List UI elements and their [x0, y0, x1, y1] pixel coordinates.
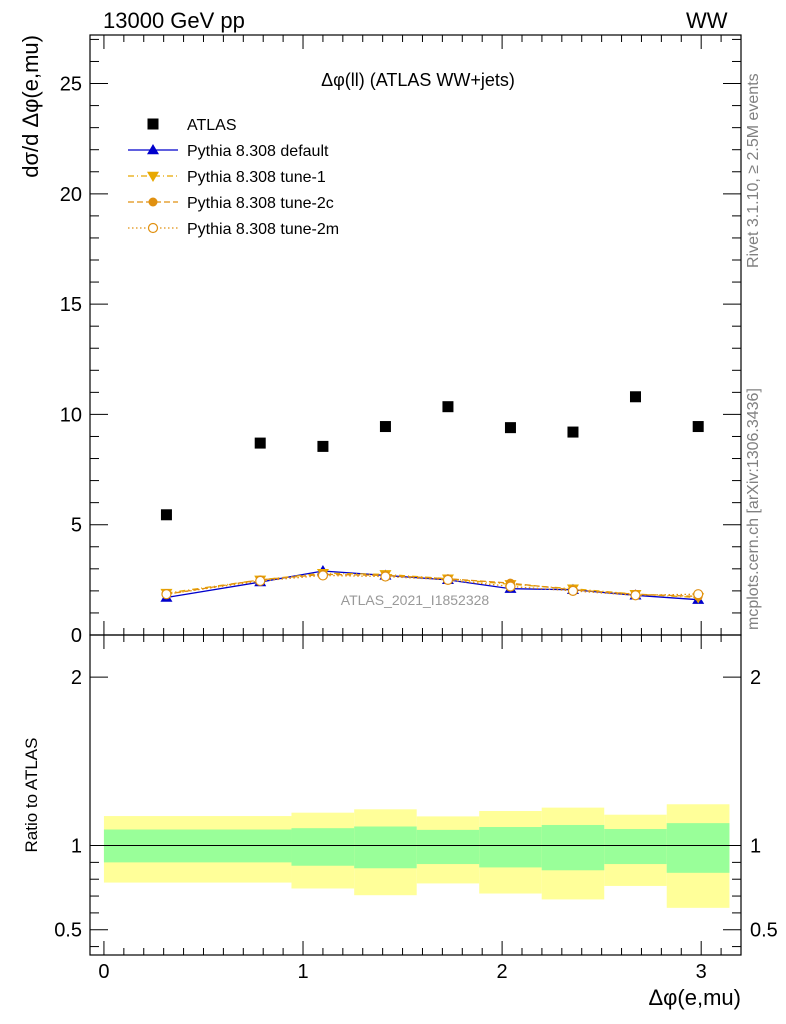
data-point — [254, 437, 266, 449]
uncertainty-band-inner — [666, 823, 730, 873]
uncertainty-band-inner — [604, 829, 667, 865]
x-tick-label: 1 — [297, 961, 308, 983]
ratio-y-tick-label-right: 0.5 — [750, 920, 778, 942]
legend-marker — [147, 118, 159, 130]
x-tick-label: 2 — [497, 961, 508, 983]
legend-marker — [147, 222, 159, 234]
ratio-y-tick-label-right: 2 — [750, 667, 761, 689]
uncertainty-band-inner — [541, 824, 605, 871]
legend-marker — [147, 144, 159, 155]
data-point — [317, 570, 329, 581]
data-point — [693, 589, 704, 600]
data-point — [504, 422, 516, 434]
ratio-y-tick-label: 1 — [71, 836, 82, 858]
data-point — [505, 581, 516, 592]
ratio-plot-frame — [89, 634, 742, 956]
uncertainty-band-inner — [416, 829, 480, 865]
ratio-y-tick-label: 2 — [71, 667, 82, 689]
data-point — [442, 574, 454, 585]
process-label: WW — [686, 8, 728, 33]
analysis-watermark: ATLAS_2021_I1852328 — [341, 592, 490, 608]
data-point — [161, 589, 172, 600]
y-tick-label: 5 — [71, 515, 82, 537]
energy-label: 13000 GeV pp — [103, 8, 245, 33]
data-point — [630, 590, 641, 601]
uncertainty-band-inner — [479, 827, 542, 868]
legend-label: Pythia 8.308 default — [187, 143, 329, 160]
legend-label: ATLAS — [187, 117, 237, 134]
data-point — [692, 421, 704, 433]
x-axis-label: Δφ(e,mu) — [648, 985, 741, 1010]
uncertainty-band-inner — [354, 826, 417, 869]
data-point — [567, 426, 579, 438]
data-point — [317, 440, 329, 452]
data-point — [255, 575, 266, 587]
legend-label: Pythia 8.308 tune-2c — [187, 195, 334, 212]
data-point — [442, 401, 454, 413]
y-tick-label: 10 — [60, 404, 82, 426]
data-point — [160, 509, 172, 521]
ratio-y-axis-label: Ratio to ATLAS — [22, 738, 41, 853]
data-point — [567, 585, 579, 596]
x-tick-label: 0 — [98, 961, 109, 983]
legend-label: Pythia 8.308 tune-1 — [187, 169, 326, 186]
y-tick-label: 0 — [71, 625, 82, 647]
x-tick-label: 3 — [696, 961, 707, 983]
legend-marker — [148, 197, 158, 207]
y-axis-label: dσ/d Δφ(e,mu) — [18, 35, 43, 178]
legend-marker — [147, 171, 159, 182]
data-point — [629, 391, 641, 403]
y-tick-label: 15 — [60, 294, 82, 316]
ratio-y-tick-label-right: 1 — [750, 836, 761, 858]
data-point — [380, 571, 391, 582]
ratio-y-tick-label: 0.5 — [54, 920, 82, 942]
uncertainty-band-inner — [291, 828, 355, 866]
y-tick-label: 20 — [60, 184, 82, 206]
legend-label: Pythia 8.308 tune-2m — [187, 221, 339, 238]
data-point — [379, 421, 391, 433]
plot-title: Δφ(ll) (ATLAS WW+jets) — [321, 70, 515, 90]
y-tick-label: 25 — [60, 74, 82, 96]
